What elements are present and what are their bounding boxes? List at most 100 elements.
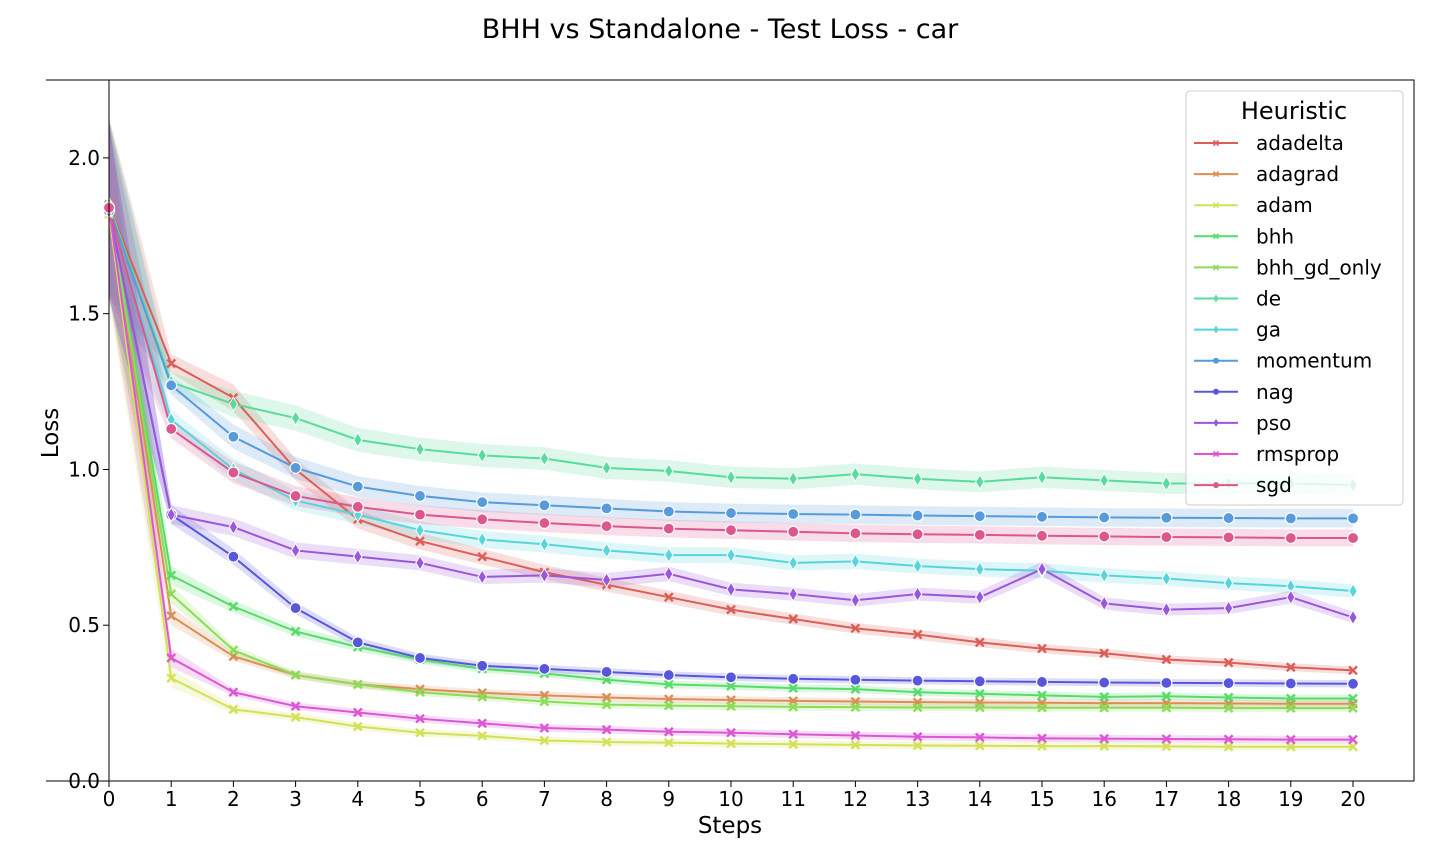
point-sgd (413, 508, 427, 521)
point-adadelta (1348, 665, 1358, 676)
point-momentum (227, 430, 240, 443)
point-pso (664, 565, 674, 582)
point-bhh_gd_only (1161, 702, 1172, 713)
x-tick-label: 10 (718, 787, 743, 811)
point-bhh (788, 683, 799, 694)
chart-title: BHH vs Standalone - Test Loss - car (482, 14, 959, 45)
point-bhh_gd_only (788, 702, 799, 712)
point-nag (476, 659, 489, 672)
point-nag (600, 665, 613, 679)
point-ga (1348, 582, 1358, 599)
point-nag (351, 636, 364, 649)
y-tick-label: 0.5 (68, 613, 100, 637)
point-bhh (912, 687, 923, 698)
point-rmsprop (1099, 733, 1110, 744)
point-bhh_gd_only (352, 679, 363, 690)
point-bhh_gd_only (1223, 703, 1234, 713)
point-ga (912, 558, 923, 574)
point-momentum (351, 480, 364, 493)
x-tick-label: 15 (1029, 787, 1054, 811)
legend-label: de (1256, 287, 1281, 311)
legend-box (1185, 90, 1404, 506)
point-ga (850, 553, 861, 570)
axes (46, 79, 1415, 782)
point-adagrad (166, 611, 177, 621)
legend-swatch-marker (1213, 482, 1219, 489)
point-bhh_gd_only (1037, 702, 1047, 713)
point-pso (975, 589, 985, 606)
x-tick-label: 2 (227, 787, 240, 811)
point-adadelta (974, 637, 985, 648)
legend-item-de: de (1194, 287, 1281, 311)
legend-label: momentum (1256, 349, 1372, 373)
point-de (228, 396, 239, 412)
point-nag (973, 675, 986, 688)
point-ga (477, 531, 487, 548)
point-ga (788, 554, 798, 571)
point-pso (726, 581, 736, 598)
x-tick-label: 11 (780, 787, 805, 811)
x-tick-label: 13 (905, 787, 930, 811)
x-tick-label: 20 (1340, 787, 1365, 811)
point-adam (788, 739, 799, 750)
legend-label: nag (1256, 380, 1294, 404)
point-bhh (850, 684, 861, 694)
point-sgd (1346, 531, 1360, 545)
x-tick-label: 16 (1091, 787, 1116, 811)
x-tick-label: 3 (289, 787, 302, 811)
point-sgd (538, 516, 551, 530)
point-bhh_gd_only (974, 702, 985, 713)
y-tick-label: 0.0 (68, 769, 100, 793)
point-adam (352, 721, 363, 732)
legend-swatch-marker (1212, 171, 1220, 178)
point-momentum (849, 508, 862, 521)
point-bhh (1099, 692, 1110, 702)
point-bhh (1037, 690, 1047, 701)
point-adam (1099, 741, 1110, 751)
legend-label: bhh_gd_only (1256, 255, 1382, 279)
point-adam (166, 673, 177, 684)
legend-swatch-marker (1213, 418, 1219, 427)
point-bhh (663, 679, 674, 690)
point-nag (538, 662, 551, 675)
point-bhh_gd_only (228, 645, 239, 655)
legend-label: adadelta (1256, 131, 1344, 155)
x-tick-label: 8 (600, 787, 613, 811)
point-de (1161, 475, 1172, 492)
legend-title: Heuristic (1241, 97, 1347, 125)
point-pso (788, 586, 798, 603)
band-de (109, 117, 1353, 496)
point-adam (228, 704, 239, 715)
legend-swatch-marker (1212, 264, 1220, 271)
point-momentum (1284, 512, 1297, 525)
point-ga (726, 547, 736, 564)
legend-label: pso (1256, 411, 1291, 435)
point-rmsprop (166, 653, 177, 663)
point-rmsprop (974, 732, 985, 743)
band-rmsprop (109, 120, 1353, 744)
x-tick-label: 5 (414, 787, 427, 811)
point-bhh_gd_only (1348, 703, 1358, 713)
legend-swatch-marker (1213, 294, 1219, 303)
point-sgd (1160, 530, 1173, 544)
point-adadelta (663, 592, 674, 603)
legend: Heuristic adadelta adagrad adam bhh bhh_gd_o… (1185, 90, 1404, 506)
legend-swatch-marker (1213, 388, 1219, 395)
point-sgd (662, 522, 675, 535)
point-nag (289, 601, 302, 615)
legend-swatch-marker (1212, 202, 1220, 209)
point-sgd (1035, 529, 1049, 542)
point-adam (663, 737, 674, 748)
point-rmsprop (788, 729, 799, 740)
legend-item-adadelta: adadelta (1194, 131, 1344, 155)
point-rmsprop (663, 726, 674, 737)
point-momentum (538, 499, 551, 512)
point-pso (1161, 601, 1172, 618)
point-pso (477, 568, 487, 585)
point-bhh_gd_only (1099, 702, 1110, 713)
point-de (664, 463, 674, 479)
point-bhh_gd_only (1285, 703, 1296, 713)
point-pso (912, 586, 923, 603)
legend-swatch-marker (1213, 325, 1219, 334)
plot-area-frame (108, 79, 1415, 782)
